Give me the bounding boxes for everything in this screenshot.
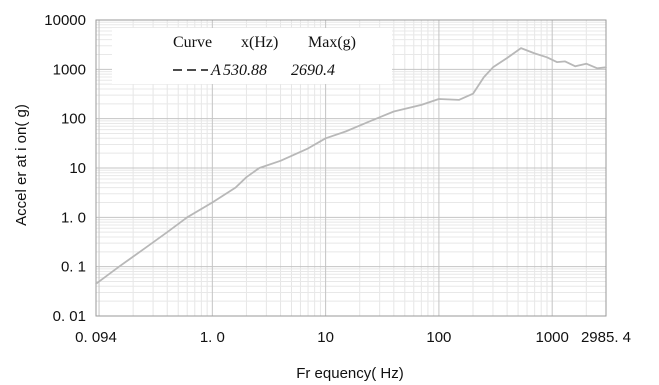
x-tick-label: 1. 0	[200, 329, 225, 346]
legend: Curve x(Hz) Max(g) A 530.88 2690.4	[112, 28, 392, 84]
y-tick-labels: 0. 01 0. 1 1. 0 10 100 1000 10000	[44, 12, 86, 325]
x-tick-label: 2985. 4	[581, 329, 631, 346]
y-tick-label: 10	[69, 160, 86, 177]
x-tick-label: 100	[426, 329, 451, 346]
legend-header-curve: Curve	[173, 34, 212, 51]
legend-header-max: Max(g)	[308, 34, 356, 51]
plot-frame	[95, 19, 607, 317]
y-tick-label: 1000	[53, 61, 86, 78]
x-tick-labels: 0. 094 1. 0 10 100 1000 2985. 4	[75, 329, 631, 346]
x-axis-label: Fr equency( Hz)	[296, 365, 404, 382]
x-tick-label: 10	[317, 329, 334, 346]
y-tick-label: 1. 0	[61, 209, 86, 226]
legend-entry-max: 2690.4	[291, 62, 335, 79]
legend-box	[112, 28, 392, 84]
legend-entry-name: A	[210, 62, 221, 79]
y-tick-label: 10000	[44, 12, 86, 29]
series-lines	[95, 47, 607, 285]
series-line-0	[95, 47, 607, 285]
y-tick-label: 0. 01	[53, 308, 86, 325]
y-tick-label: 100	[61, 111, 86, 128]
y-tick-label: 0. 1	[61, 259, 86, 276]
x-tick-label: 1000	[536, 329, 569, 346]
legend-header-x: x(Hz)	[241, 34, 278, 51]
y-axis-label: Accel er at i on( g)	[13, 104, 30, 226]
x-tick-label: 0. 094	[75, 329, 117, 346]
legend-entry-x: 530.88	[223, 62, 267, 79]
